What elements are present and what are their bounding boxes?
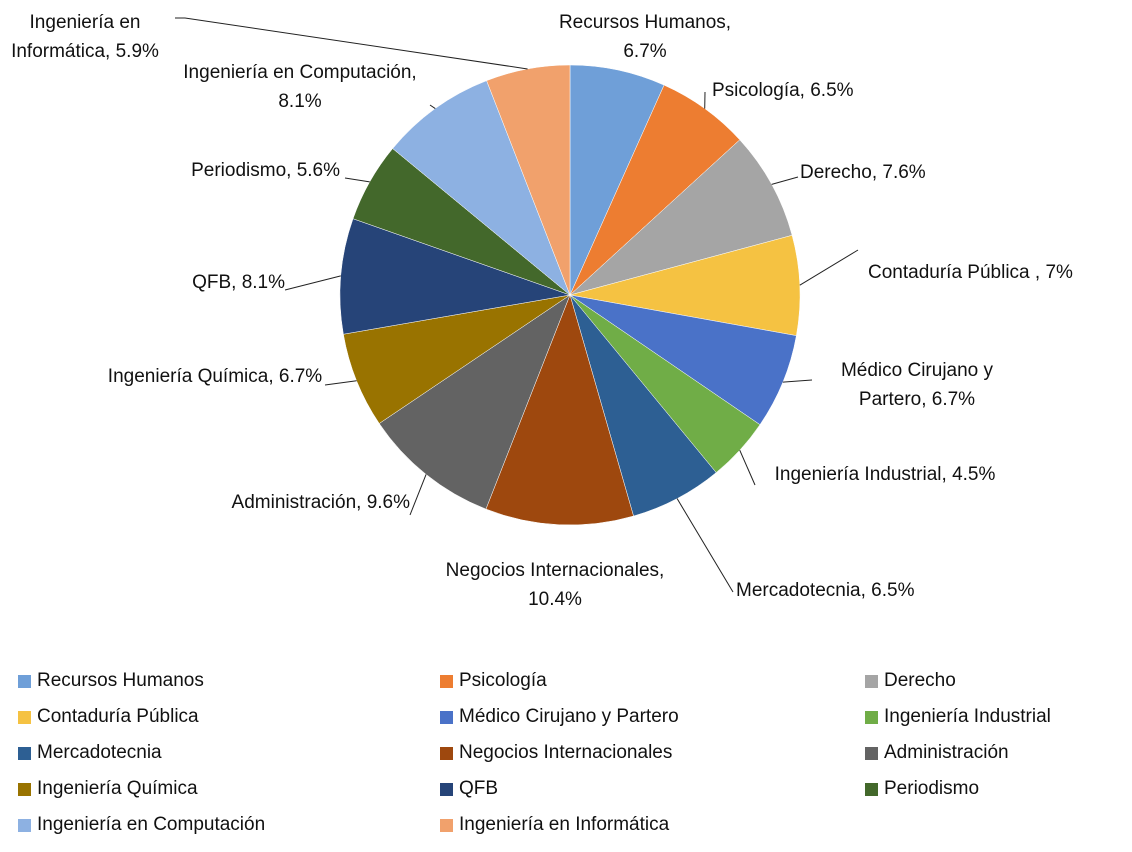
legend-label: Mercadotecnia <box>37 742 162 763</box>
legend-swatch <box>865 782 878 796</box>
legend-item: Ingeniería en Computación <box>18 814 265 836</box>
pie-slice <box>392 80 571 296</box>
leader-line <box>344 177 370 183</box>
legend-label: Ingeniería en Informática <box>459 814 670 835</box>
legend-label: Derecho <box>884 670 956 691</box>
data-label: Psicología, 6.5% <box>712 80 854 101</box>
leader-line <box>284 275 341 291</box>
leader-line <box>676 498 734 593</box>
legend-label: Médico Cirujano y Partero <box>459 706 679 727</box>
data-label: Negocios Internacionales, 10.4% <box>445 560 665 610</box>
legend-label: Periodismo <box>884 778 980 799</box>
legend-label: QFB <box>459 778 499 799</box>
legend-label: Contaduría Pública <box>37 706 199 727</box>
legend-swatch <box>18 818 31 832</box>
data-label: Mercadotecnia, 6.5% <box>736 580 915 601</box>
pie-slice <box>485 294 634 526</box>
leader-line <box>409 474 427 516</box>
legend-item: Negocios Internacionales <box>440 742 672 764</box>
legend-swatch <box>440 818 453 832</box>
pie-slice <box>569 234 801 336</box>
legend-item: Ingeniería Química <box>18 778 198 800</box>
leader-line <box>782 379 813 383</box>
legend-item: Derecho <box>865 670 956 692</box>
data-label: Ingeniería en Computación, 8.1% <box>183 62 417 112</box>
legend-item: Recursos Humanos <box>18 670 204 692</box>
legend-label: Psicología <box>459 670 547 691</box>
legend-swatch <box>865 710 878 724</box>
legend-label: Recursos Humanos <box>37 670 204 691</box>
legend-swatch <box>440 674 453 688</box>
legend-swatch <box>865 674 878 688</box>
data-label: Administración, 9.6% <box>231 492 410 513</box>
data-label: Recursos Humanos, 6.7% <box>558 12 732 62</box>
data-label: Ingeniería en Informática, 5.9% <box>11 12 159 62</box>
leader-line <box>324 380 357 386</box>
legend-item: QFB <box>440 778 498 800</box>
legend-swatch <box>18 674 31 688</box>
legend-item: Médico Cirujano y Partero <box>440 706 679 728</box>
legend-swatch <box>18 782 31 796</box>
data-label: Derecho, 7.6% <box>800 162 926 183</box>
legend-label: Ingeniería Industrial <box>884 706 1051 727</box>
data-label: Ingeniería Industrial, 4.5% <box>774 464 996 485</box>
data-label: Médico Cirujano y Partero, 6.7% <box>840 360 994 410</box>
legend-swatch <box>440 710 453 724</box>
pie-slice <box>339 218 571 335</box>
legend-swatch <box>440 782 453 796</box>
leader-line <box>771 176 799 185</box>
legend-item: Ingeniería Industrial <box>865 706 1051 728</box>
legend-swatch <box>440 746 453 760</box>
legend-item: Administración <box>865 742 1009 764</box>
data-label: QFB, 8.1% <box>192 272 285 293</box>
leader-line <box>739 449 756 486</box>
legend-item: Periodismo <box>865 778 979 800</box>
legend-swatch <box>865 746 878 760</box>
leader-line <box>175 17 528 70</box>
legend-label: Ingeniería Química <box>37 778 198 799</box>
legend-swatch <box>18 746 31 760</box>
leader-line <box>799 249 859 286</box>
legend-item: Ingeniería en Informática <box>440 814 669 836</box>
data-label: Contaduría Pública , 7% <box>868 262 1073 283</box>
data-label: Ingeniería Química, 6.7% <box>107 366 323 387</box>
legend-label: Administración <box>884 742 1009 763</box>
legend-item: Contaduría Pública <box>18 706 199 728</box>
data-label: Periodismo, 5.6% <box>191 160 340 181</box>
pie-slice <box>569 139 793 296</box>
pie-slice <box>486 64 571 296</box>
legend-label: Negocios Internacionales <box>459 742 673 763</box>
legend-item: Mercadotecnia <box>18 742 162 764</box>
pie-slice <box>378 294 571 510</box>
legend-swatch <box>18 710 31 724</box>
legend-item: Psicología <box>440 670 547 692</box>
legend-label: Ingeniería en Computación <box>37 814 266 835</box>
leader-line <box>429 104 436 110</box>
